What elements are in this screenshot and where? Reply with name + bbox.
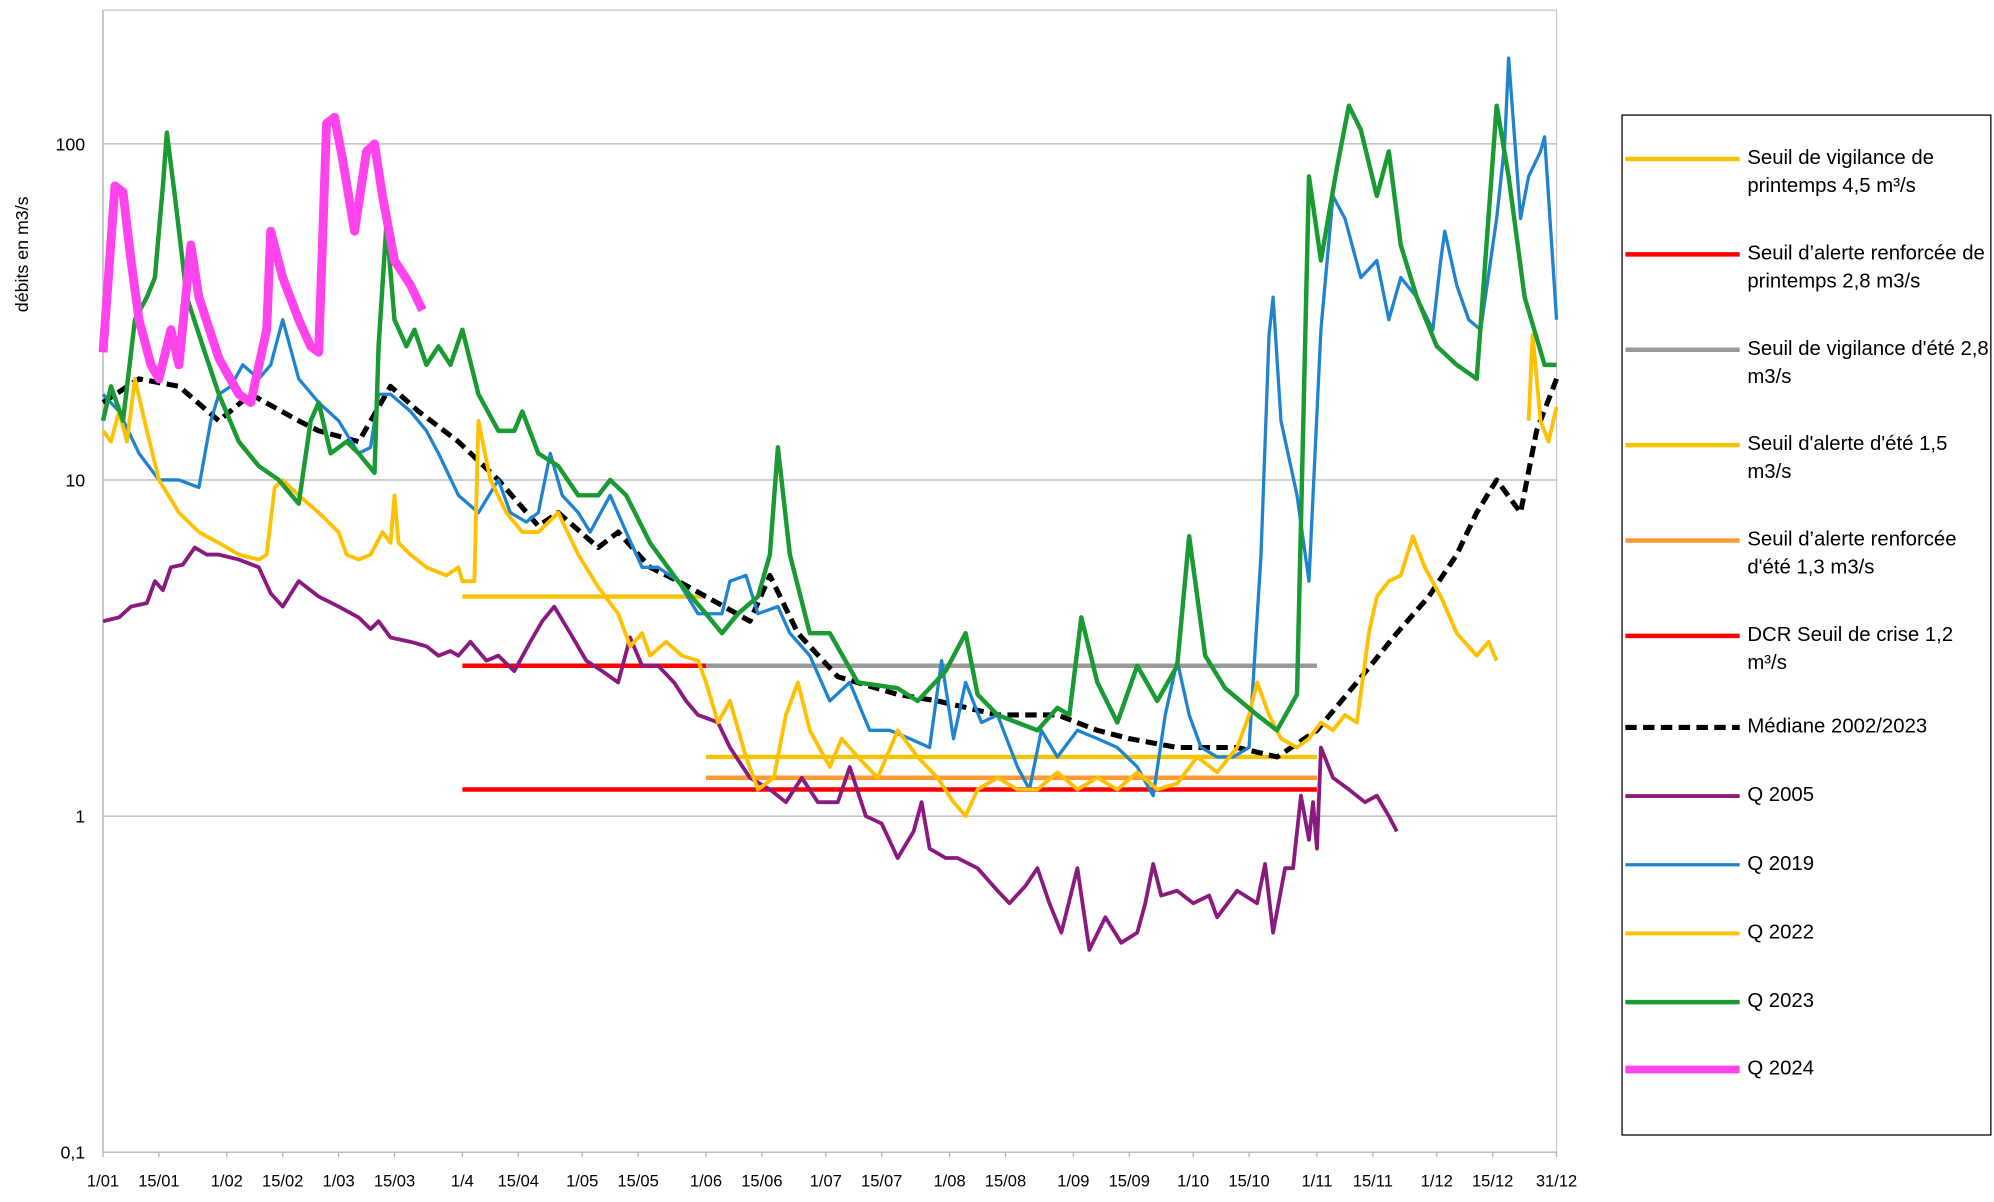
legend: Seuil de vigilance de printemps 4,5 m³/s… xyxy=(1621,114,1992,1136)
x-tick-label: 1/06 xyxy=(690,1171,722,1190)
legend-swatch xyxy=(1625,442,1740,448)
x-tick-label: 1/4 xyxy=(451,1171,474,1190)
x-tick-label: 1/12 xyxy=(1421,1171,1453,1190)
x-tick-label: 1/01 xyxy=(87,1171,119,1190)
legend-label: Seuil de vigilance de printemps 4,5 m³/s xyxy=(1747,147,1934,198)
x-tick-label: 1/02 xyxy=(211,1171,243,1190)
legend-swatch xyxy=(1625,999,1740,1005)
x-tick-label: 15/10 xyxy=(1228,1171,1269,1190)
x-tick-label: 1/07 xyxy=(810,1171,842,1190)
x-tick-label: 15/02 xyxy=(262,1171,303,1190)
legend-label: Q 2022 xyxy=(1747,921,1815,944)
x-tick-label: 15/07 xyxy=(861,1171,902,1190)
series-line xyxy=(101,333,1559,818)
legend-label: Seuil de vigilance d'été 2,8 m3/s xyxy=(1747,338,1989,388)
legend-swatch xyxy=(1625,252,1740,257)
legend-label: DCR Seuil de crise 1,2 m³/s xyxy=(1747,624,1954,675)
x-tick-label: 1/11 xyxy=(1302,1171,1333,1190)
x-tick-label: 15/05 xyxy=(617,1171,658,1190)
series-line xyxy=(100,103,1557,733)
x-tick-label: 15/04 xyxy=(498,1171,539,1190)
legend-swatch xyxy=(1625,931,1740,936)
x-tick-label: 31/12 xyxy=(1536,1171,1577,1190)
x-tick-label: 15/06 xyxy=(741,1171,782,1190)
x-tick-label: 15/01 xyxy=(138,1171,179,1190)
legend-swatch xyxy=(1625,347,1740,352)
y-tick-label: 0,1 xyxy=(60,1143,85,1163)
legend-label: Seuil d’alerte renforcée de printemps 2,… xyxy=(1747,242,1985,293)
legend-swatch xyxy=(1625,538,1740,543)
legend-swatch xyxy=(1625,863,1740,867)
series-line xyxy=(98,112,427,407)
x-tick-label: 15/12 xyxy=(1472,1171,1513,1190)
series-line xyxy=(101,56,1559,798)
legend-label: Seuil d'alerte d'été 1,5 m3/s xyxy=(1747,433,1948,484)
x-tick-label: 1/09 xyxy=(1057,1171,1089,1190)
legend-swatch xyxy=(1625,1065,1740,1074)
y-tick-label: 100 xyxy=(56,134,86,154)
series-line xyxy=(102,545,1399,952)
x-tick-label: 1/08 xyxy=(934,1171,966,1190)
legend-label: Seuil d’alerte renforcée d'été 1,3 m3/s xyxy=(1747,529,1957,579)
legend-swatch xyxy=(1625,156,1740,162)
x-tick-label: 1/05 xyxy=(566,1171,598,1190)
legend-label: Q 2023 xyxy=(1747,990,1815,1013)
x-tick-label: 15/08 xyxy=(985,1171,1026,1190)
legend-swatch xyxy=(1625,794,1740,798)
legend-label: Q 2019 xyxy=(1747,853,1815,875)
y-tick-label: 10 xyxy=(65,470,85,490)
legend-label: Q 2024 xyxy=(1747,1058,1815,1080)
x-tick-label: 1/03 xyxy=(323,1171,355,1190)
y-axis-title: débits en m3/s xyxy=(12,196,32,312)
legend-swatch xyxy=(1625,724,1740,730)
x-tick-label: 15/03 xyxy=(374,1171,415,1190)
x-tick-label: 1/10 xyxy=(1177,1171,1209,1190)
legend-swatch xyxy=(1625,633,1740,639)
legend-label: Médiane 2002/2023 xyxy=(1747,715,1928,738)
x-tick-label: 15/09 xyxy=(1109,1171,1150,1190)
x-tick-label: 15/11 xyxy=(1353,1171,1393,1190)
legend-label: Q 2005 xyxy=(1747,784,1815,807)
y-tick-label: 1 xyxy=(75,806,85,826)
